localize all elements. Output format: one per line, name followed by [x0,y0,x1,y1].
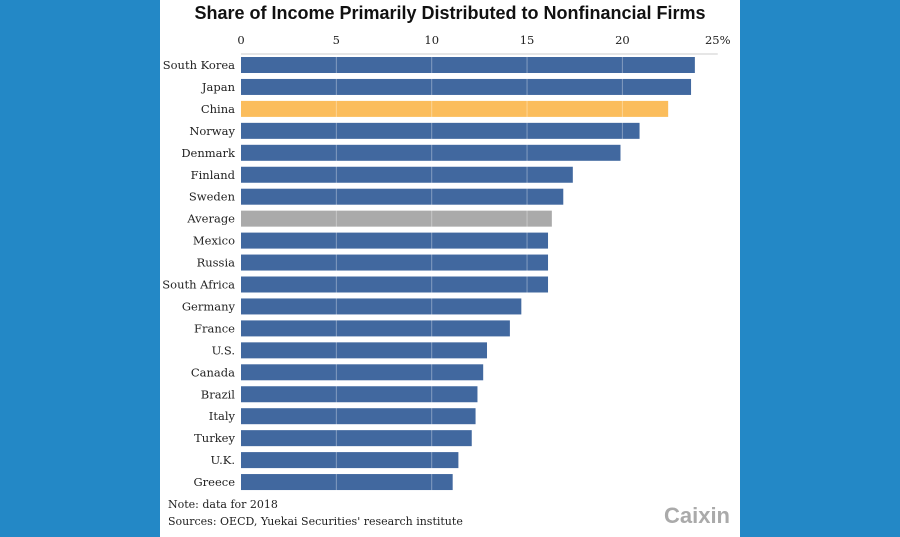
x-tick-label: 25% [705,33,731,47]
bar [241,364,484,381]
bar [241,474,453,491]
bar [241,210,552,227]
bar [241,342,488,359]
sources-text: Sources: OECD, Yuekai Securities' resear… [168,515,463,528]
x-tick-label: 20 [615,33,630,47]
category-label: U.S. [212,343,235,357]
category-label: Italy [209,409,236,423]
category-label: Germany [182,299,236,313]
bar [241,320,510,337]
category-label: Brazil [201,387,236,401]
bar [241,452,459,469]
bar [241,57,695,73]
bar [241,166,573,183]
bar [241,78,692,95]
chart-panel: Share of Income Primarily Distributed to… [160,0,740,537]
category-label: Mexico [193,234,235,248]
bar [241,122,640,139]
category-label: U.K. [210,453,235,467]
bar [241,408,476,425]
chart-title: Share of Income Primarily Distributed to… [194,3,706,23]
category-label: Finland [191,168,236,182]
x-tick-label: 5 [333,33,340,47]
bar-chart: 0 5 10 15 20 25% South Korea Japan China Norway De… [162,33,731,494]
category-label: Denmark [181,146,236,160]
caixin-logo: Caixin [663,503,730,528]
category-label: France [194,321,235,335]
category-label: South Korea [163,58,235,72]
bar [241,232,549,249]
category-label: Sweden [189,190,236,204]
bar [241,298,522,315]
bar [241,430,472,447]
category-label: Japan [201,80,236,94]
bar [241,276,549,293]
category-label: Turkey [194,431,235,445]
bar [241,144,621,161]
category-label: Average [186,212,235,226]
category-label: Norway [189,124,235,138]
category-label: Canada [191,365,235,379]
x-tick-label: 10 [424,33,439,47]
category-label: Russia [197,256,236,270]
category-label: China [201,102,235,116]
x-tick-label: 15 [520,33,535,47]
bar [241,100,669,117]
note-text: Note: data for 2018 [168,498,278,511]
bar [241,188,564,205]
category-label: Greece [193,475,235,489]
x-tick-label: 0 [237,33,244,47]
bar [241,254,549,271]
bar [241,386,478,403]
category-label: South Africa [162,278,235,292]
